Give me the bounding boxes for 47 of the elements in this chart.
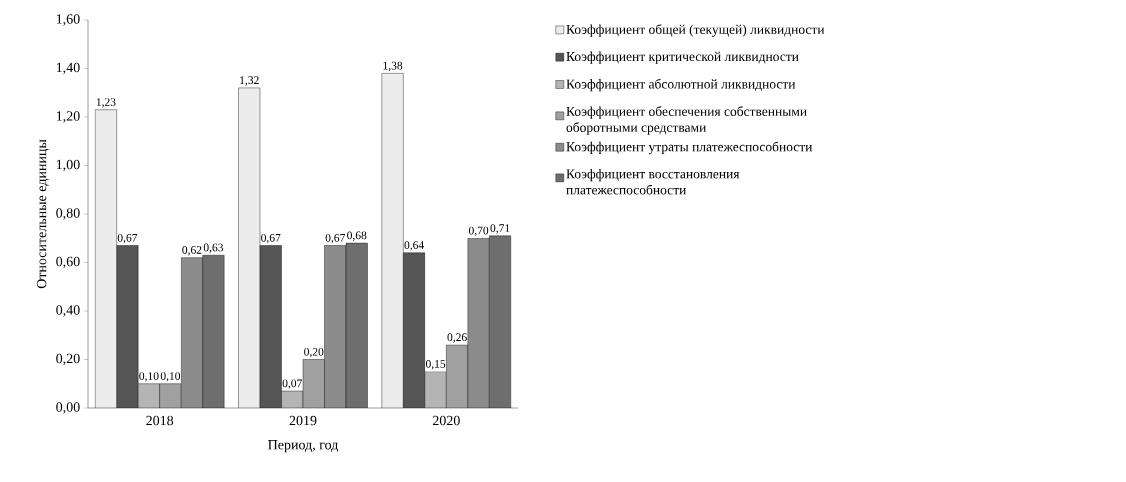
y-tick-label: 0,80 [56,208,80,220]
data-label: 0,67 [325,233,345,244]
legend-label: Коэффициент утраты платежеспособности [566,141,813,155]
bar [489,235,512,408]
bar [303,359,325,408]
x-axis-title: Период, год [268,440,339,453]
y-tick-label: 1,40 [56,62,80,75]
legend-label: Коэффициент критической ликвидности [566,51,799,64]
data-label: 1,38 [383,61,403,72]
legend-label: Коэффициент восстановления платежеспособности [566,168,740,195]
data-label: 0,10 [160,372,181,382]
y-tick-label: 1,20 [56,111,80,123]
data-label: 0,63 [203,243,224,254]
bar [95,109,117,408]
y-tick-label: 1,00 [56,159,80,172]
bar [381,73,404,408]
data-label: 0,20 [304,347,324,358]
x-tick-label: 2019 [289,415,317,426]
y-tick-label: 0,60 [56,256,80,269]
x-tick-label: 2020 [432,415,460,426]
y-tick-label: 0,20 [56,353,80,366]
data-label: 0,68 [347,231,367,241]
data-label: 0,71 [490,224,510,234]
bar [238,87,260,408]
data-label: 0,10 [139,372,159,382]
bar [159,383,182,408]
data-label: 0,26 [447,333,467,343]
legend-label: Коэффициент обеспечения собственными оборотными средствами [566,106,807,135]
data-label: 0,64 [404,241,424,251]
y-axis-title: Относительные единицы [36,139,49,289]
y-tick-label: 0,00 [56,402,80,414]
legend-label: Коэффициент общей (текущей) ликвидности [566,24,825,37]
data-label: 0,07 [282,379,302,389]
legend-label: Коэффициент абсолютной ликвидности [566,78,796,92]
data-label: 0,62 [182,246,202,256]
bar [346,243,368,408]
data-label: 0,15 [425,360,446,370]
x-tick-label: 2018 [146,415,174,426]
bar [446,344,469,408]
y-tick-label: 1,60 [56,14,80,26]
y-tick-label: 0,40 [56,305,80,317]
data-label: 0,67 [117,233,138,244]
data-label: 1,32 [240,76,259,86]
data-label: 0,70 [468,226,489,237]
bar [202,255,225,408]
data-label: 1,23 [96,98,116,108]
data-label: 0,67 [261,233,281,244]
